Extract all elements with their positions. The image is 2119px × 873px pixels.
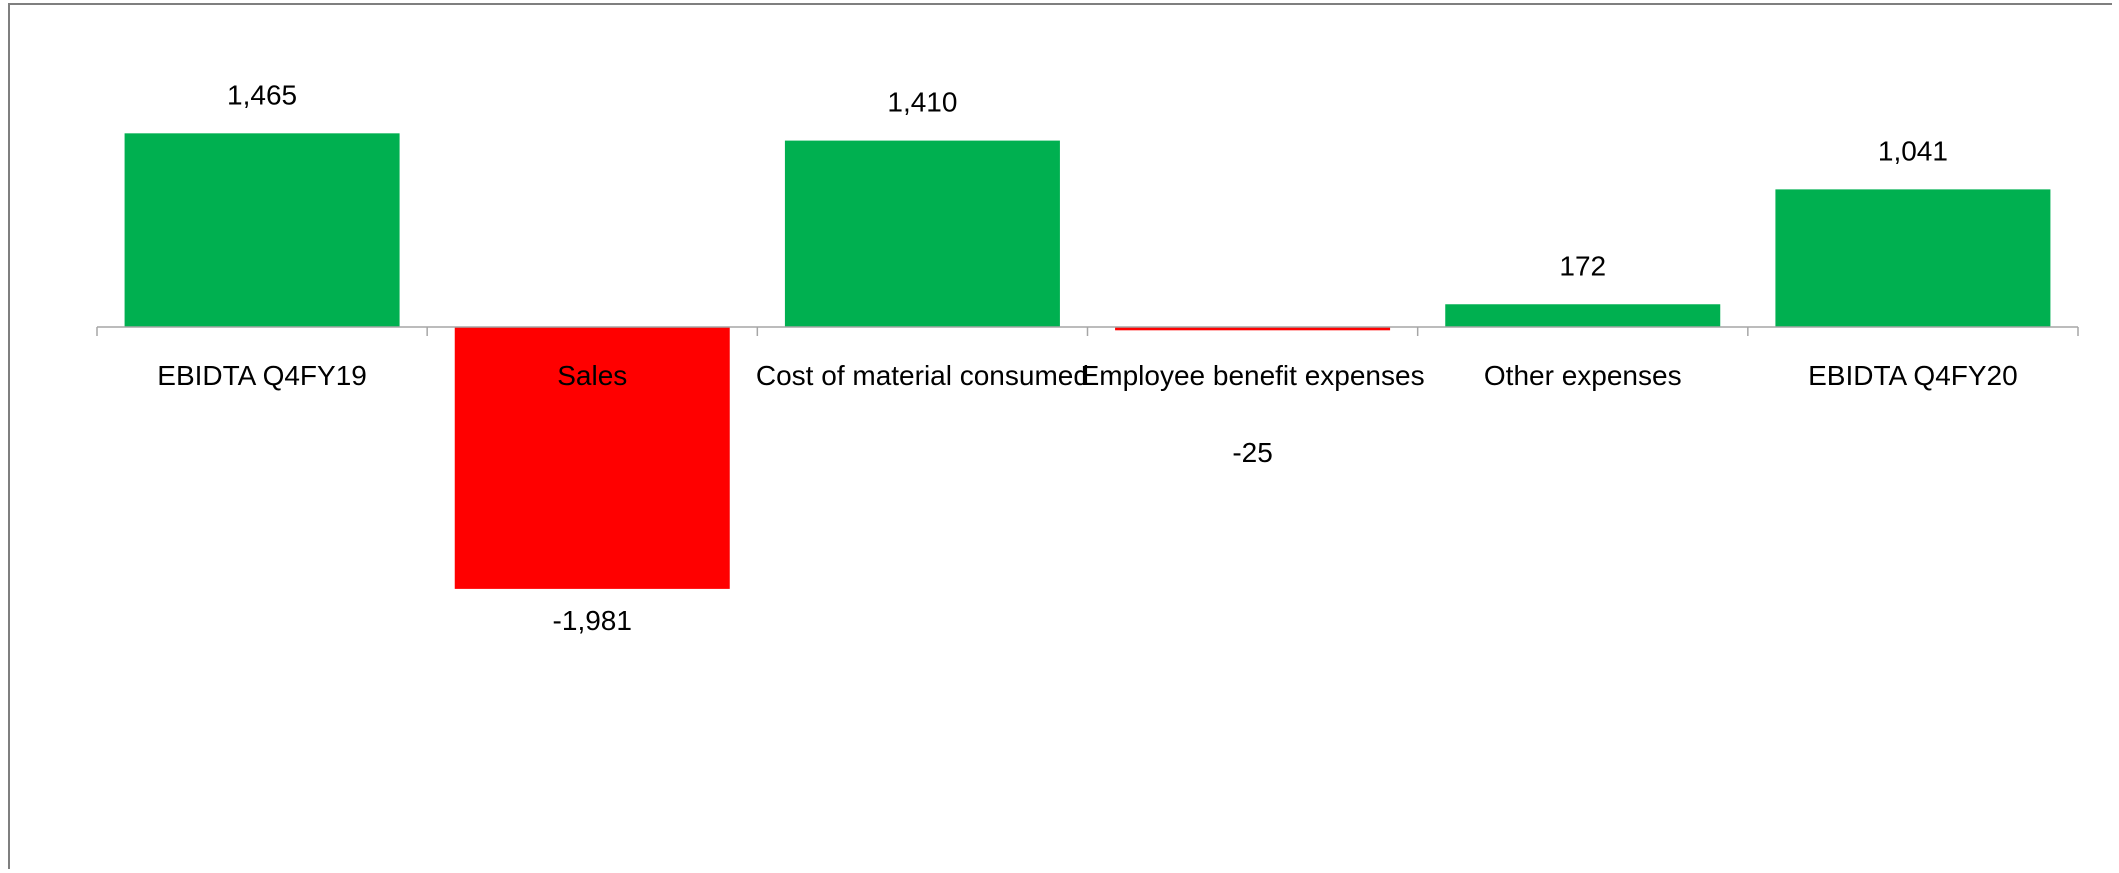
bar-5 [1775, 189, 2051, 327]
data-label: -1,981 [553, 605, 632, 636]
data-label: 1,465 [227, 79, 297, 110]
bar-3 [1115, 327, 1391, 331]
bar-4 [1445, 304, 1721, 327]
category-label: Employee benefit expenses [1081, 360, 1425, 391]
category-label: Sales [557, 360, 627, 391]
data-label: 1,041 [1878, 135, 1948, 166]
data-label: -25 [1232, 437, 1272, 468]
labels-layer: EBIDTA Q4FY19 1,465 Sales -1,981 Cost of mat… [157, 79, 2017, 636]
category-label: Other expenses [1484, 360, 1682, 391]
data-label: 172 [1559, 250, 1606, 281]
chart-frame [8, 3, 2112, 869]
bar-1 [454, 327, 730, 589]
category-label: EBIDTA Q4FY20 [1808, 360, 2018, 391]
bar-2 [784, 140, 1060, 327]
category-label: Cost of material consumed [756, 360, 1089, 391]
x-axis [96, 326, 2079, 336]
category-label: EBIDTA Q4FY19 [157, 360, 367, 391]
bar-0 [124, 133, 400, 327]
data-label: 1,410 [887, 87, 957, 118]
bars-layer [124, 133, 2051, 589]
